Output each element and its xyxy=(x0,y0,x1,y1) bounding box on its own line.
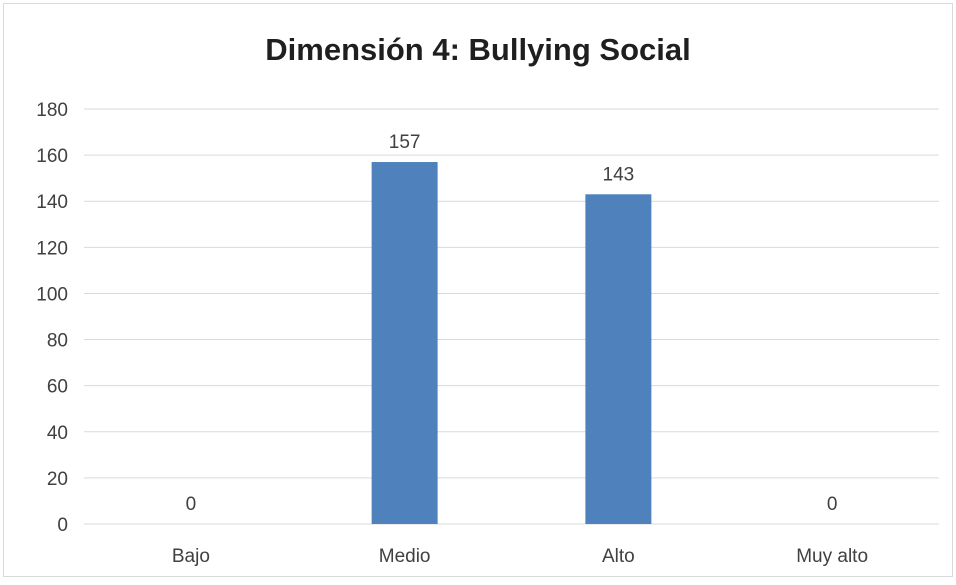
data-label: 157 xyxy=(389,132,421,153)
y-tick-label: 40 xyxy=(47,423,68,444)
x-category-label: Medio xyxy=(379,546,431,567)
y-tick-label: 80 xyxy=(47,331,68,352)
y-tick-label: 180 xyxy=(36,100,68,121)
y-tick-label: 160 xyxy=(36,146,68,167)
y-tick-label: 100 xyxy=(36,284,68,305)
bar-chart-plot: 0 20 40 60 80 100 120 140 160 180 0 Bajo 157 Medio 143… xyxy=(36,100,939,567)
data-label: 143 xyxy=(603,164,635,185)
y-tick-label: 120 xyxy=(36,238,68,259)
data-label: 0 xyxy=(186,494,197,515)
bar xyxy=(585,194,652,525)
data-label: 0 xyxy=(827,494,838,515)
y-tick-label: 60 xyxy=(47,377,68,398)
y-tick-label: 0 xyxy=(57,515,68,536)
chart-title: Dimensión 4: Bullying Social xyxy=(265,32,691,67)
x-category-label: Bajo xyxy=(172,546,210,567)
y-tick-label: 140 xyxy=(36,192,68,213)
x-category-label: Muy alto xyxy=(796,546,868,567)
chart-container: Dimensión 4: Bullying Social 0 20 40 60 80 10… xyxy=(3,3,953,577)
x-category-label: Alto xyxy=(602,546,635,567)
bar xyxy=(371,162,438,524)
y-tick-label: 20 xyxy=(47,469,68,490)
